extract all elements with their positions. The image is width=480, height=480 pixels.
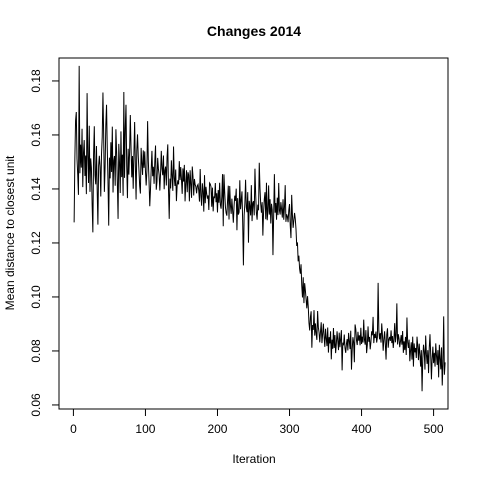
y-tick-label: 0.12 xyxy=(29,231,43,255)
y-tick-label: 0.14 xyxy=(29,177,43,201)
x-tick-label: 500 xyxy=(424,422,444,436)
x-axis-label: Iteration xyxy=(232,452,275,466)
y-tick-label: 0.08 xyxy=(29,339,43,363)
plot-frame xyxy=(58,57,449,410)
y-tick-label: 0.10 xyxy=(29,285,43,309)
y-tick-label: 0.18 xyxy=(29,69,43,93)
y-axis-label: Mean distance to closest unit xyxy=(3,155,17,310)
chart-title: Changes 2014 xyxy=(207,23,301,39)
y-axis: 0.06 0.08 0.10 0.12 0.14 0.16 0.18 xyxy=(29,69,60,417)
x-tick-label: 400 xyxy=(352,422,372,436)
x-tick-label: 200 xyxy=(207,422,227,436)
x-tick-label: 300 xyxy=(280,422,300,436)
x-axis: 0 100 200 300 400 500 xyxy=(70,408,444,436)
series-line xyxy=(73,65,446,392)
y-tick-label: 0.06 xyxy=(29,393,43,417)
y-tick-label: 0.16 xyxy=(29,123,43,147)
x-tick-label: 100 xyxy=(135,422,155,436)
x-tick-label: 0 xyxy=(70,422,77,436)
